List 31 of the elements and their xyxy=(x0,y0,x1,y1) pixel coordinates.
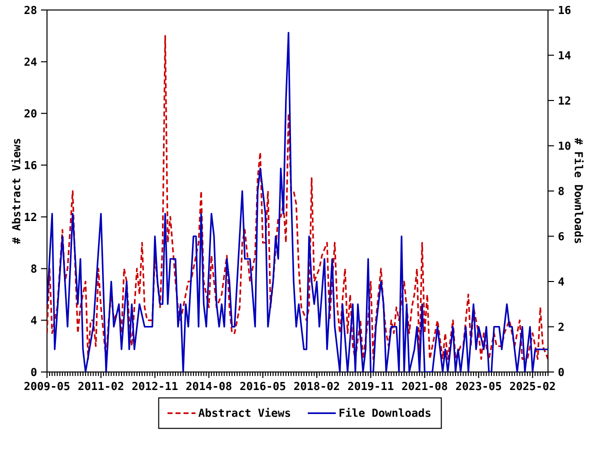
y-tick-label: 12 xyxy=(24,212,36,221)
y2-tick-label: 16 xyxy=(558,6,571,14)
x-tick-label: 2011-02 xyxy=(78,382,124,390)
y-tick-label: 20 xyxy=(24,109,36,118)
x-tick-label: 2019-11 xyxy=(348,382,394,390)
y2-tick-label: 2 xyxy=(558,322,564,331)
y2-tick-label: 14 xyxy=(558,51,571,60)
y-tick-label: 4 xyxy=(31,316,37,324)
y2-tick-label: 4 xyxy=(558,277,564,286)
x-tick-label: 2025-02 xyxy=(510,382,555,390)
legend-label: Abstract Views xyxy=(198,408,290,417)
y2-tick-label: 12 xyxy=(558,96,570,105)
x-tick-label: 2014-08 xyxy=(186,382,232,390)
y-axis-title: # Abstract Views xyxy=(11,138,20,244)
x-tick-label: 2021-08 xyxy=(402,382,448,390)
y2-axis-title: # File Downloads xyxy=(574,138,584,244)
x-tick-label: 2018-02 xyxy=(294,382,340,390)
x-tick-label: 2009-05 xyxy=(24,382,70,390)
y-tick-label: 24 xyxy=(24,58,37,66)
y-tick-label: 28 xyxy=(24,6,36,14)
y-tick-label: 16 xyxy=(24,160,37,170)
x-tick-label: 2023-05 xyxy=(456,382,502,390)
y-tick-label: 0 xyxy=(31,368,36,376)
x-tick-label: 2012-11 xyxy=(132,382,178,390)
y2-tick-label: 6 xyxy=(558,232,564,240)
y2-tick-label: 0 xyxy=(558,368,564,376)
y-tick-label: 8 xyxy=(31,264,36,273)
legend-label: File Downloads xyxy=(340,408,430,417)
x-tick-label: 2016-05 xyxy=(240,382,286,390)
y2-tick-label: 10 xyxy=(558,142,570,150)
y2-tick-label: 8 xyxy=(558,186,564,196)
